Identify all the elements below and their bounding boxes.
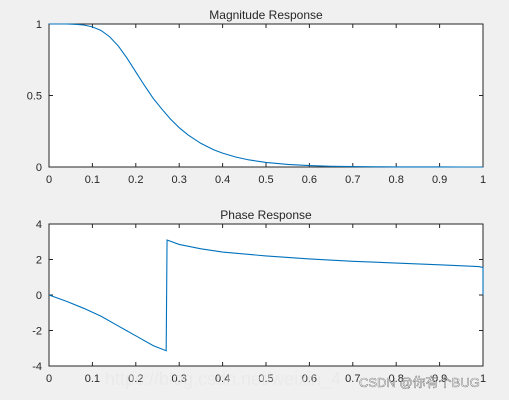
x-tick-label: 0.3 <box>172 373 187 385</box>
y-tick-label: 0 <box>36 162 42 174</box>
x-tick-label: 0.7 <box>345 174 360 186</box>
chart-title: Phase Response <box>220 208 312 222</box>
axes-box <box>48 223 484 367</box>
x-tick-label: 1 <box>480 373 486 385</box>
x-tick-label: 0.5 <box>258 174 273 186</box>
phase-response-plot: Phase Response 0 0.1 0.2 0.3 0.4 0.5 0.6 0.7 0.8 0… <box>32 208 486 385</box>
watermark-url: https://blog.csdn.net/weixin_4 <box>105 369 341 390</box>
x-tick-label: 0.2 <box>128 174 143 186</box>
x-tick-label: 0.1 <box>85 373 100 385</box>
x-tick-label: 0.1 <box>85 174 100 186</box>
chart-title: Magnitude Response <box>209 8 323 22</box>
x-tick-label: 0.5 <box>258 373 273 385</box>
y-tick-label: 1 <box>36 19 42 31</box>
x-tick-label: 0.8 <box>389 174 404 186</box>
x-tick-label: 0.3 <box>172 174 187 186</box>
x-tick-label: 0.4 <box>215 373 230 385</box>
y-tick-label: 0.5 <box>27 91 42 103</box>
axes-box <box>48 23 484 168</box>
x-tick-label: 0.9 <box>432 174 447 186</box>
series-line <box>49 23 484 168</box>
x-tick-label: 1 <box>480 174 486 186</box>
y-tick-label: 2 <box>36 255 42 267</box>
magnitude-response-plot: Magnitude Response 0 0.1 0.2 0.3 0.4 0.5 0.6 0.7… <box>27 8 486 186</box>
x-tick-label: 0.2 <box>128 373 143 385</box>
x-tick-label: 0 <box>46 373 52 385</box>
y-tick-label: 0 <box>36 290 42 302</box>
x-tick-label: 0.6 <box>302 174 317 186</box>
series-line <box>48 239 484 352</box>
x-tick-label: 0 <box>46 174 52 186</box>
watermark-label: CSDN @你有个BUG <box>359 375 480 390</box>
y-tick-label: 4 <box>36 219 42 231</box>
y-tick-label: -2 <box>32 326 42 338</box>
x-tick-label: 0.7 <box>345 373 360 385</box>
x-tick-label: 0.4 <box>215 174 230 186</box>
x-tick-label: 0.8 <box>389 373 404 385</box>
y-tick-label: -4 <box>32 361 42 373</box>
x-tick-label: 0.6 <box>302 373 317 385</box>
x-tick-label: 0.9 <box>432 373 447 385</box>
